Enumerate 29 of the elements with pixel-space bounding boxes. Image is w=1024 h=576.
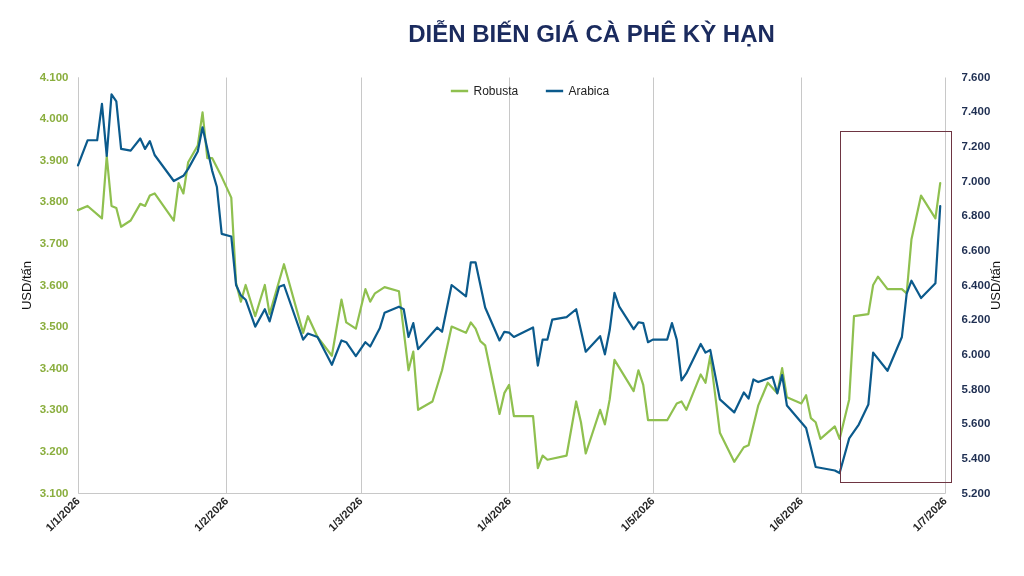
chart-title: DIỄN BIẾN GIÁ CÀ PHÊ KỲ HẠN [408,19,775,47]
y2-tick-label: 7.600 [961,70,991,83]
y2-tick-label: 7.200 [961,139,991,152]
y2-tick-label: 6.400 [961,278,991,291]
y2-tick-label: 5.200 [961,486,991,499]
y-tick-label: 3.900 [39,153,69,166]
y-tick-label: 3.100 [39,486,69,499]
y-tick-label: 3.600 [39,278,69,291]
y-tick-label: 3.300 [39,403,69,416]
y-tick-label: 3.400 [39,361,69,374]
y2-tick-label: 5.800 [961,382,991,395]
y-tick-label: 3.700 [39,236,69,249]
y2-tick-label: 5.600 [961,417,991,430]
y2-tick-label: 7.000 [961,174,991,187]
y-tick-label: 3.800 [39,195,69,208]
legend-label: Arabica [568,84,610,98]
y-tick-label: 3.500 [39,320,69,333]
y2-tick-label: 6.200 [961,313,991,326]
y2-axis-title: USD/tấn [988,260,1004,311]
y-axis-title: USD/tấn [18,260,34,311]
y2-tick-label: 6.600 [961,243,991,256]
y-tick-label: 4.000 [39,112,69,125]
y2-tick-label: 6.000 [961,347,991,360]
y2-tick-label: 5.400 [961,451,991,464]
y2-tick-label: 6.800 [961,209,991,222]
y-tick-label: 3.200 [39,444,69,457]
legend-label: Robusta [473,84,519,98]
y2-tick-label: 7.400 [961,105,991,118]
y-tick-label: 4.100 [39,70,69,83]
